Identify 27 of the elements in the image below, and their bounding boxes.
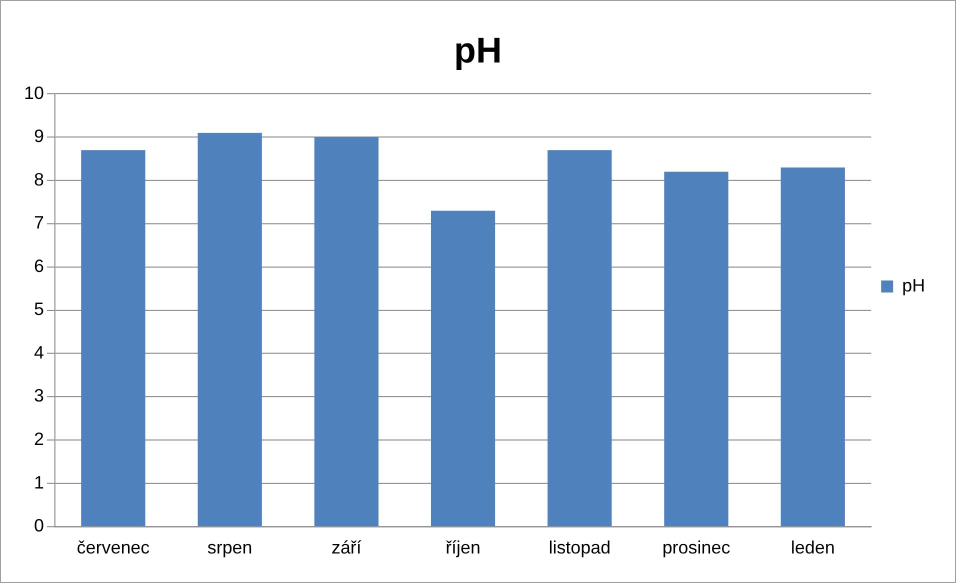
bar [548, 150, 612, 526]
y-tick-label: 6 [34, 256, 44, 276]
x-tick-label: leden [790, 537, 835, 558]
x-tick-label: červenec [76, 537, 150, 558]
legend-label: pH [902, 275, 926, 296]
y-tick-label: 9 [34, 126, 44, 146]
y-tick-label: 3 [34, 386, 44, 406]
x-tick-label: září [331, 537, 362, 558]
y-tick-label: 5 [34, 299, 44, 320]
bar [664, 172, 728, 526]
y-tick-label: 7 [34, 212, 44, 233]
bar [314, 137, 378, 526]
bar [780, 167, 845, 526]
chart-title: pH [454, 30, 502, 70]
y-tick-label: 4 [34, 342, 44, 362]
y-tick-label: 0 [34, 516, 44, 536]
bar [430, 210, 496, 526]
bar [198, 132, 262, 526]
x-tick-label: listopad [548, 537, 611, 558]
y-tick-label: 8 [34, 169, 44, 190]
y-tick-label: 2 [34, 429, 44, 449]
x-tick-label: srpen [207, 537, 252, 558]
y-tick-label: 10 [24, 82, 44, 103]
y-tick-label: 1 [34, 472, 44, 492]
x-tick-label: říjen [446, 537, 480, 558]
x-tick-label: prosinec [662, 537, 730, 558]
bar [81, 150, 146, 526]
